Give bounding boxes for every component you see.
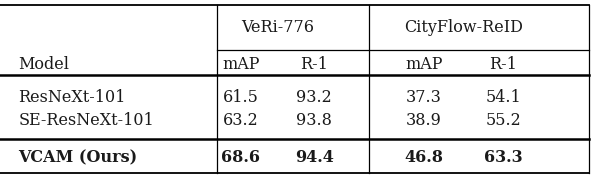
Text: 93.8: 93.8	[296, 112, 332, 129]
Text: 68.6: 68.6	[221, 149, 260, 166]
Text: 61.5: 61.5	[223, 88, 259, 106]
Text: 63.3: 63.3	[484, 149, 523, 166]
Text: 93.2: 93.2	[296, 88, 332, 106]
Text: 38.9: 38.9	[406, 112, 442, 129]
Text: R-1: R-1	[489, 56, 517, 73]
Text: SE-ResNeXt-101: SE-ResNeXt-101	[18, 112, 154, 129]
Text: CityFlow-ReID: CityFlow-ReID	[404, 19, 523, 36]
Text: mAP: mAP	[405, 56, 443, 73]
Text: VeRi-776: VeRi-776	[241, 19, 314, 36]
Text: Model: Model	[18, 56, 70, 73]
Text: 63.2: 63.2	[223, 112, 259, 129]
Text: 94.4: 94.4	[295, 149, 334, 166]
Text: VCAM (Ours): VCAM (Ours)	[18, 149, 137, 166]
Text: 37.3: 37.3	[406, 88, 442, 106]
Text: ResNeXt-101: ResNeXt-101	[18, 88, 126, 106]
Text: R-1: R-1	[300, 56, 328, 73]
Text: 54.1: 54.1	[486, 88, 521, 106]
Text: mAP: mAP	[222, 56, 260, 73]
Text: 46.8: 46.8	[404, 149, 443, 166]
Text: 55.2: 55.2	[486, 112, 521, 129]
